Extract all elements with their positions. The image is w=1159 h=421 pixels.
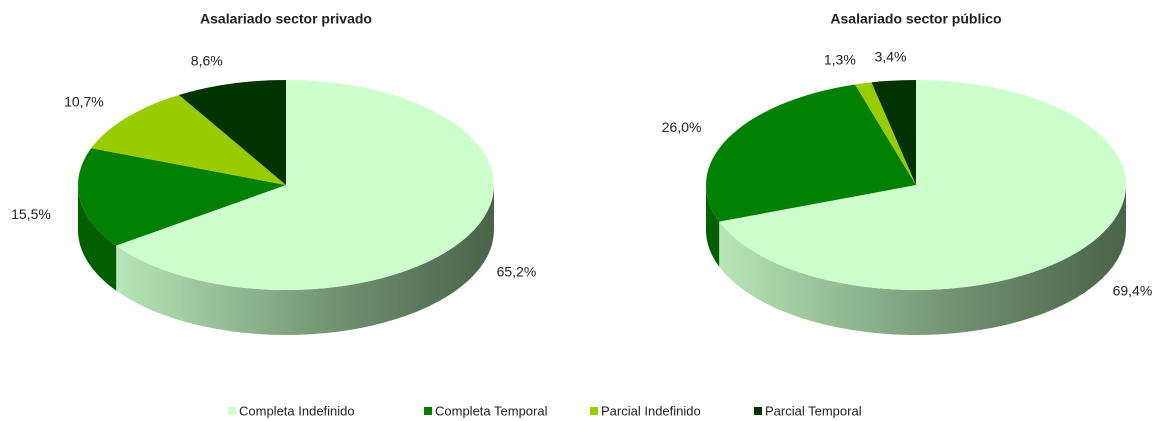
pie-slice: [871, 80, 916, 185]
pie-slice: [91, 94, 286, 185]
legend-swatch: [424, 407, 432, 415]
legend-swatch: [590, 407, 598, 415]
data-label: 8,6%: [191, 52, 223, 68]
data-label: 15,5%: [11, 206, 51, 222]
legend-label: Completa Indefinido: [239, 403, 355, 418]
data-label: 26,0%: [662, 119, 702, 135]
pie-slice: [854, 82, 916, 185]
legend-swatch: [754, 407, 762, 415]
legend-swatch: [228, 407, 236, 415]
legend: Completa Indefinido Completa Temporal Parc…: [228, 403, 862, 418]
chart-title: Asalariado sector privado: [200, 11, 372, 27]
pie-slice: [706, 84, 916, 222]
pie-slice: [77, 148, 286, 246]
pie-slice: [116, 80, 494, 290]
pie-side: [116, 185, 494, 335]
data-label: 69,4%: [1113, 282, 1153, 298]
data-label: 1,3%: [824, 52, 856, 68]
pie-slice: [178, 80, 286, 185]
data-label: 65,2%: [497, 263, 537, 279]
legend-label: Parcial Indefinido: [601, 403, 701, 418]
legend-label: Completa Temporal: [435, 403, 548, 418]
pie-side: [719, 185, 1126, 335]
pie-side: [706, 185, 720, 267]
chart-title: Asalariado sector público: [830, 11, 1001, 27]
data-label: 10,7%: [64, 94, 104, 110]
legend-label: Parcial Temporal: [765, 403, 862, 418]
pie-slice: [719, 80, 1127, 290]
data-label: 3,4%: [875, 48, 907, 64]
pie-side: [78, 185, 117, 291]
